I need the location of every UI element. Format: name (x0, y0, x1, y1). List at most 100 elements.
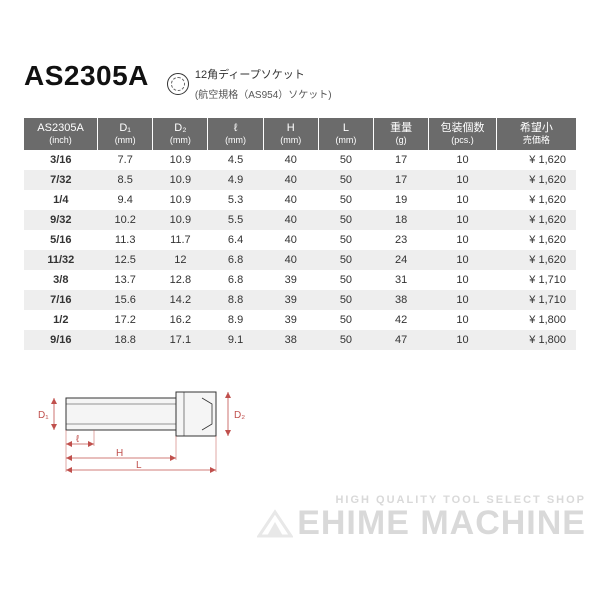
table-cell: 9.4 (98, 190, 153, 210)
table-cell: ¥ 1,710 (496, 270, 576, 290)
table-row: 3/813.712.86.839503110¥ 1,710 (24, 270, 576, 290)
column-header: 包装個数(pcs.) (429, 118, 496, 150)
table-cell: 50 (318, 270, 373, 290)
table-cell: 19 (374, 190, 429, 210)
table-cell: 18.8 (98, 330, 153, 350)
description: 12角ディープソケット (航空規格（AS954）ソケット) (195, 64, 332, 104)
table-cell: 18 (374, 210, 429, 230)
svg-text:ℓ: ℓ (76, 434, 80, 445)
table-body: 3/167.710.94.540501710¥ 1,6207/328.510.9… (24, 150, 576, 350)
table-cell: 6.8 (208, 250, 263, 270)
table-row: 1/49.410.95.340501910¥ 1,620 (24, 190, 576, 210)
table-cell: 17 (374, 150, 429, 170)
table-cell: 13.7 (98, 270, 153, 290)
table-cell: 39 (263, 310, 318, 330)
table-cell: 3/16 (24, 150, 98, 170)
table-cell: 17.1 (153, 330, 208, 350)
table-cell: 11.7 (153, 230, 208, 250)
table-cell: 39 (263, 270, 318, 290)
table-cell: 10 (429, 290, 496, 310)
desc-line2: (航空規格（AS954）ソケット) (195, 90, 332, 101)
table-cell: 50 (318, 290, 373, 310)
title-row: AS2305A 12角ディープソケット (航空規格（AS954）ソケット) (24, 60, 576, 104)
table-cell: 50 (318, 310, 373, 330)
table-cell: 50 (318, 330, 373, 350)
table-cell: 40 (263, 250, 318, 270)
table-cell: 1/2 (24, 310, 98, 330)
table-cell: 15.6 (98, 290, 153, 310)
table-cell: 4.9 (208, 170, 263, 190)
model-title: AS2305A (24, 60, 149, 92)
column-header: D₁(mm) (98, 118, 153, 150)
table-cell: 8.5 (98, 170, 153, 190)
watermark-brand: EHIME MACHINE (257, 506, 586, 540)
table-cell: 11.3 (98, 230, 153, 250)
table-cell: 10 (429, 210, 496, 230)
table-cell: 50 (318, 190, 373, 210)
table-cell: ¥ 1,620 (496, 170, 576, 190)
svg-text:D₂: D₂ (234, 410, 245, 421)
table-cell: 10 (429, 250, 496, 270)
table-cell: 24 (374, 250, 429, 270)
table-cell: ¥ 1,620 (496, 190, 576, 210)
table-cell: 40 (263, 150, 318, 170)
table-cell: 38 (374, 290, 429, 310)
table-cell: ¥ 1,710 (496, 290, 576, 310)
table-cell: 9/16 (24, 330, 98, 350)
table-cell: 10 (429, 170, 496, 190)
twelve-point-icon (167, 73, 189, 95)
table-cell: 50 (318, 210, 373, 230)
table-cell: ¥ 1,620 (496, 230, 576, 250)
table-cell: 50 (318, 170, 373, 190)
table-cell: 6.8 (208, 270, 263, 290)
table-cell: 40 (263, 230, 318, 250)
table-cell: 10.2 (98, 210, 153, 230)
table-cell: 4.5 (208, 150, 263, 170)
table-row: 9/3210.210.95.540501810¥ 1,620 (24, 210, 576, 230)
table-cell: ¥ 1,800 (496, 310, 576, 330)
table-cell: 10.9 (153, 190, 208, 210)
watermark-tagline: HIGH QUALITY TOOL SELECT SHOP (257, 494, 586, 506)
table-cell: 16.2 (153, 310, 208, 330)
desc-line1: 12角ディープソケット (195, 69, 305, 81)
table-cell: 50 (318, 230, 373, 250)
column-header: D₂(mm) (153, 118, 208, 150)
table-cell: 8.8 (208, 290, 263, 310)
column-header: 重量(g) (374, 118, 429, 150)
table-cell: 38 (263, 330, 318, 350)
table-cell: 10 (429, 270, 496, 290)
table-cell: 23 (374, 230, 429, 250)
table-cell: 11/32 (24, 250, 98, 270)
table-cell: 8.9 (208, 310, 263, 330)
svg-text:L: L (136, 460, 142, 471)
column-header: L(mm) (318, 118, 373, 150)
table-cell: ¥ 1,800 (496, 330, 576, 350)
table-row: 3/167.710.94.540501710¥ 1,620 (24, 150, 576, 170)
table-row: 5/1611.311.76.440502310¥ 1,620 (24, 230, 576, 250)
column-header: ℓ(mm) (208, 118, 263, 150)
spec-table: AS2305A(inch)D₁(mm)D₂(mm)ℓ(mm)H(mm)L(mm)… (24, 118, 576, 350)
table-cell: 6.4 (208, 230, 263, 250)
table-cell: 40 (263, 190, 318, 210)
table-row: 7/1615.614.28.839503810¥ 1,710 (24, 290, 576, 310)
table-cell: 10.9 (153, 170, 208, 190)
table-cell: ¥ 1,620 (496, 150, 576, 170)
table-cell: 39 (263, 290, 318, 310)
table-row: 1/217.216.28.939504210¥ 1,800 (24, 310, 576, 330)
table-cell: 5/16 (24, 230, 98, 250)
table-cell: 50 (318, 150, 373, 170)
column-header: AS2305A(inch) (24, 118, 98, 150)
table-cell: 40 (263, 210, 318, 230)
logo-icon (257, 508, 293, 538)
table-cell: 1/4 (24, 190, 98, 210)
table-cell: 7/16 (24, 290, 98, 310)
table-row: 9/1618.817.19.138504710¥ 1,800 (24, 330, 576, 350)
table-cell: 10.9 (153, 210, 208, 230)
table-cell: 10 (429, 190, 496, 210)
table-cell: 50 (318, 250, 373, 270)
table-cell: 17 (374, 170, 429, 190)
table-cell: 40 (263, 170, 318, 190)
table-cell: 10 (429, 330, 496, 350)
watermark: HIGH QUALITY TOOL SELECT SHOP EHIME MACH… (257, 494, 586, 540)
table-cell: 14.2 (153, 290, 208, 310)
